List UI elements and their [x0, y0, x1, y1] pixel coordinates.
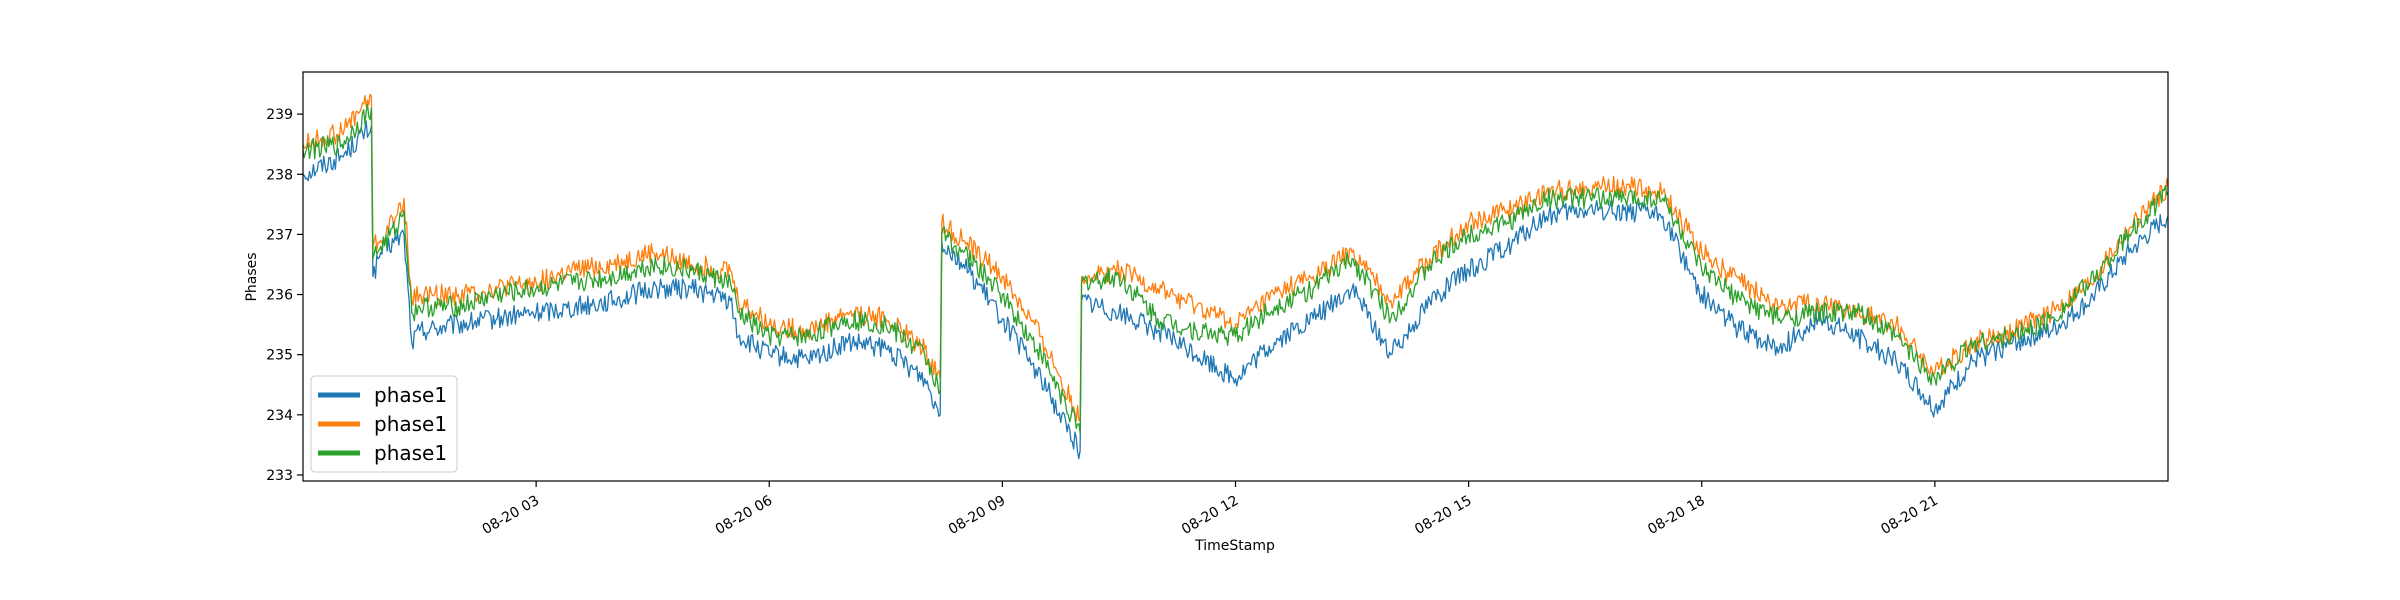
legend-label-3: phase1 — [374, 441, 447, 465]
y-tick-label: 237 — [266, 227, 293, 243]
legend-label-1: phase1 — [374, 383, 447, 407]
x-tick-label: 08-20 03 — [480, 493, 543, 538]
series-line-2 — [302, 93, 2169, 423]
plot-frame — [302, 71, 2169, 482]
x-axis: 08-20 03 08-20 06 08-20 09 08-20 12 08-20 15… — [480, 481, 1941, 538]
legend-label-2: phase1 — [374, 412, 447, 436]
legend-box — [310, 375, 458, 473]
x-axis-label: TimeStamp — [1194, 538, 1275, 554]
y-tick-label: 236 — [266, 288, 293, 304]
x-tick-label: 08-20 06 — [713, 493, 776, 538]
y-tick-label: 233 — [266, 468, 293, 484]
y-tick-label: 235 — [266, 348, 293, 364]
y-axis-label: Phases — [244, 252, 260, 301]
series-layer — [302, 93, 2169, 460]
y-tick-label: 234 — [266, 408, 293, 424]
x-tick-label: 08-20 12 — [1179, 493, 1242, 538]
x-tick-label: 08-20 18 — [1645, 493, 1708, 538]
legend: phase1 phase1 phase1 — [310, 375, 458, 473]
x-tick-label: 08-20 09 — [946, 493, 1009, 538]
y-tick-label: 239 — [266, 107, 293, 123]
series-line-3 — [302, 103, 2169, 434]
x-tick-label: 08-20 15 — [1412, 493, 1475, 538]
x-tick-label: 08-20 21 — [1878, 493, 1941, 538]
y-axis: 233 234 235 236 237 238 239 — [266, 107, 303, 484]
series-line-1 — [302, 120, 2169, 460]
y-tick-label: 238 — [266, 167, 293, 183]
